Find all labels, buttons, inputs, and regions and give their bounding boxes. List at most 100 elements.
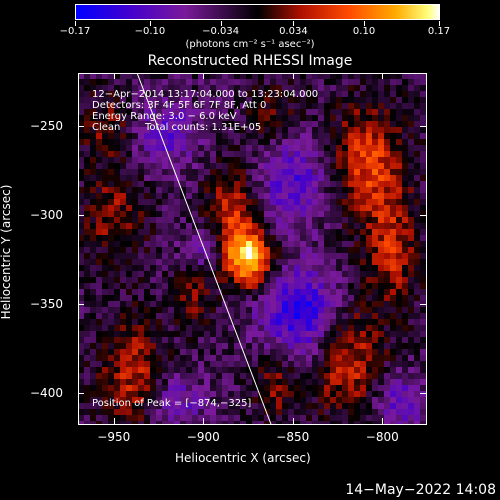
heatmap-cell	[366, 367, 372, 373]
heatmap-cell	[408, 193, 414, 199]
heatmap-cell	[402, 127, 408, 133]
heatmap-cell	[192, 127, 198, 133]
heatmap-cell	[402, 217, 408, 223]
heatmap-cell	[162, 151, 168, 157]
heatmap-cell	[336, 145, 342, 151]
heatmap-cell	[210, 283, 216, 289]
heatmap-cell	[108, 181, 114, 187]
heatmap-cell	[186, 151, 192, 157]
heatmap-cell	[342, 235, 348, 241]
heatmap-cell	[282, 265, 288, 271]
heatmap-cell	[282, 223, 288, 229]
heatmap-cell	[108, 199, 114, 205]
heatmap-cell	[336, 187, 342, 193]
heatmap-cell	[336, 217, 342, 223]
heatmap-cell	[126, 283, 132, 289]
heatmap-cell	[318, 115, 324, 121]
heatmap-cell	[168, 229, 174, 235]
heatmap-cell	[360, 397, 366, 403]
x-tick-mark	[292, 73, 294, 79]
heatmap-cell	[90, 271, 96, 277]
heatmap-cell	[210, 379, 216, 385]
heatmap-cell	[306, 199, 312, 205]
heatmap-cell	[252, 313, 258, 319]
heatmap-cell	[132, 241, 138, 247]
heatmap-cell	[132, 379, 138, 385]
heatmap-cell	[126, 361, 132, 367]
heatmap-cell	[318, 103, 324, 109]
heatmap-cell	[288, 79, 294, 85]
heatmap-cell	[186, 277, 192, 283]
heatmap-cell	[330, 379, 336, 385]
heatmap-cell	[144, 403, 150, 409]
heatmap-cell	[306, 265, 312, 271]
heatmap-cell	[288, 367, 294, 373]
heatmap-cell	[204, 73, 210, 79]
heatmap-cell	[204, 409, 210, 415]
heatmap-cell	[90, 247, 96, 253]
heatmap-cell	[300, 379, 306, 385]
heatmap-cell	[312, 349, 318, 355]
heatmap-cell	[312, 211, 318, 217]
heatmap-cell	[342, 409, 348, 415]
heatmap-cell	[408, 295, 414, 301]
heatmap-cell	[390, 79, 396, 85]
heatmap-cell	[102, 223, 108, 229]
heatmap-cell	[180, 337, 186, 343]
heatmap-cell	[234, 271, 240, 277]
heatmap-cell	[240, 199, 246, 205]
x-tick-label: −950	[97, 430, 131, 444]
heatmap-cell	[348, 217, 354, 223]
heatmap-cell	[96, 85, 102, 91]
heatmap-cell	[420, 145, 426, 151]
heatmap-cell	[318, 403, 324, 409]
heatmap-cell	[162, 103, 168, 109]
heatmap-cell	[252, 409, 258, 415]
heatmap-cell	[300, 211, 306, 217]
heatmap-cell	[300, 367, 306, 373]
heatmap-cell	[216, 337, 222, 343]
heatmap-cell	[384, 97, 390, 103]
heatmap-cell	[84, 121, 90, 127]
heatmap-cell	[354, 367, 360, 373]
heatmap-cell	[360, 217, 366, 223]
heatmap-cell	[234, 349, 240, 355]
heatmap-cell	[300, 79, 306, 85]
heatmap-cell	[330, 415, 336, 421]
heatmap-cell	[324, 211, 330, 217]
heatmap-cell	[300, 283, 306, 289]
heatmap-cell	[318, 121, 324, 127]
heatmap-cell	[138, 247, 144, 253]
heatmap-cell	[252, 97, 258, 103]
heatmap-cell	[378, 247, 384, 253]
heatmap-cell	[78, 205, 84, 211]
heatmap-cell	[90, 193, 96, 199]
heatmap-cell	[246, 193, 252, 199]
heatmap-cell	[156, 217, 162, 223]
heatmap-cell	[408, 157, 414, 163]
heatmap-cell	[306, 391, 312, 397]
heatmap-cell	[348, 343, 354, 349]
heatmap-cell	[240, 367, 246, 373]
heatmap-cell	[150, 421, 156, 425]
heatmap-cell	[168, 187, 174, 193]
heatmap-cell	[234, 163, 240, 169]
heatmap-cell	[414, 385, 420, 391]
heatmap-cell	[192, 73, 198, 79]
heatmap-cell	[360, 151, 366, 157]
heatmap-cell	[168, 151, 174, 157]
heatmap-cell	[210, 349, 216, 355]
heatmap-cell	[180, 277, 186, 283]
heatmap-cell	[300, 313, 306, 319]
heatmap-cell	[258, 391, 264, 397]
heatmap-cell	[150, 151, 156, 157]
heatmap-cell	[366, 229, 372, 235]
heatmap-cell	[156, 145, 162, 151]
heatmap-cell	[132, 223, 138, 229]
heatmap-cell	[378, 271, 384, 277]
heatmap-cell	[420, 337, 426, 343]
heatmap-cell	[276, 151, 282, 157]
heatmap-cell	[156, 139, 162, 145]
heatmap-cell	[336, 319, 342, 325]
heatmap-cell	[228, 169, 234, 175]
